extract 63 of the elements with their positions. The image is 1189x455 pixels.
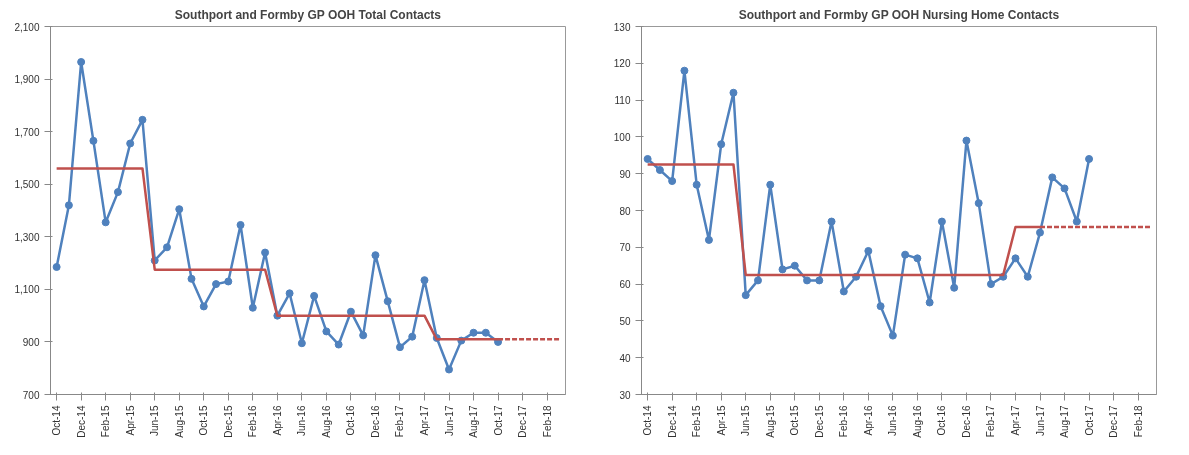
- y-tick-label: 1,500: [14, 179, 40, 191]
- x-tick-label: Oct-16: [936, 405, 948, 436]
- x-tick-label: Aug-15: [173, 405, 185, 438]
- x-tick-label: Apr-17: [1009, 405, 1021, 436]
- x-tick-label: Jun-15: [740, 405, 752, 437]
- x-tick-label: Jun-16: [296, 405, 308, 437]
- x-tick-label: Aug-17: [1059, 405, 1071, 438]
- x-tick-label: Feb-18: [1132, 405, 1144, 438]
- y-tick-label: 1,700: [14, 126, 40, 138]
- x-tick-label: Jun-16: [887, 405, 899, 437]
- y-tick-label: 700: [22, 389, 40, 401]
- x-tick-label: Jun-15: [149, 405, 161, 437]
- y-tick-label: 30: [619, 389, 631, 401]
- x-tick-label: Apr-17: [418, 405, 430, 436]
- x-tick-label: Feb-16: [838, 405, 850, 438]
- y-tick-label: 120: [613, 58, 631, 70]
- y-tick-label: 2,100: [14, 21, 40, 33]
- y-tick-label: 80: [619, 205, 631, 217]
- chart-title: Southport and Formby GP OOH Nursing Home Contacts: [738, 7, 1060, 22]
- x-tick-label: Dec-17: [517, 405, 529, 438]
- x-tick-label: Feb-17: [394, 405, 406, 438]
- x-tick-label: Apr-15: [124, 405, 136, 436]
- y-tick-label: 50: [619, 315, 631, 327]
- y-tick-label: 130: [613, 21, 631, 33]
- x-tick-label: Dec-15: [222, 405, 234, 438]
- y-tick-label: 110: [614, 95, 631, 107]
- x-tick-label: Dec-14: [666, 405, 678, 438]
- x-tick-label: Dec-17: [1108, 405, 1120, 438]
- x-tick-label: Oct-15: [789, 405, 801, 436]
- y-tick-label: 60: [619, 279, 631, 291]
- x-tick-label: Apr-15: [715, 405, 727, 436]
- x-tick-label: Apr-16: [862, 405, 874, 436]
- x-tick-label: Oct-14: [642, 405, 654, 436]
- y-tick-label: 1,100: [14, 284, 40, 296]
- x-tick-label: Apr-16: [271, 405, 283, 436]
- x-tick-label: Oct-17: [1083, 405, 1095, 436]
- y-tick-label: 90: [619, 168, 631, 180]
- x-tick-label: Feb-15: [100, 405, 112, 438]
- x-tick-label: Jun-17: [1034, 405, 1046, 437]
- y-tick-label: 1,900: [14, 74, 40, 86]
- x-tick-label: Feb-18: [541, 405, 553, 438]
- x-tick-label: Feb-16: [247, 405, 259, 438]
- x-tick-label: Feb-15: [691, 405, 703, 438]
- x-tick-label: Oct-15: [198, 405, 210, 436]
- x-tick-label: Aug-16: [320, 405, 332, 438]
- x-tick-label: Dec-14: [75, 405, 87, 438]
- y-tick-label: 40: [619, 352, 631, 364]
- x-tick-label: Aug-17: [468, 405, 480, 438]
- chart-title: Southport and Formby GP OOH Total Contacts: [174, 7, 442, 22]
- y-tick-label: 900: [22, 336, 40, 348]
- x-tick-label: Aug-16: [911, 405, 923, 438]
- y-tick-label: 100: [613, 131, 631, 143]
- x-tick-label: Oct-16: [345, 405, 357, 436]
- x-tick-label: Jun-17: [443, 405, 455, 437]
- x-tick-label: Dec-16: [960, 405, 972, 438]
- x-tick-label: Dec-16: [369, 405, 381, 438]
- x-tick-label: Dec-15: [813, 405, 825, 438]
- y-tick-label: 1,300: [14, 231, 40, 243]
- x-tick-label: Oct-14: [51, 405, 63, 436]
- x-tick-label: Oct-17: [492, 405, 504, 436]
- x-tick-label: Feb-17: [985, 405, 997, 438]
- y-tick-label: 70: [619, 242, 631, 254]
- x-tick-label: Aug-15: [764, 405, 776, 438]
